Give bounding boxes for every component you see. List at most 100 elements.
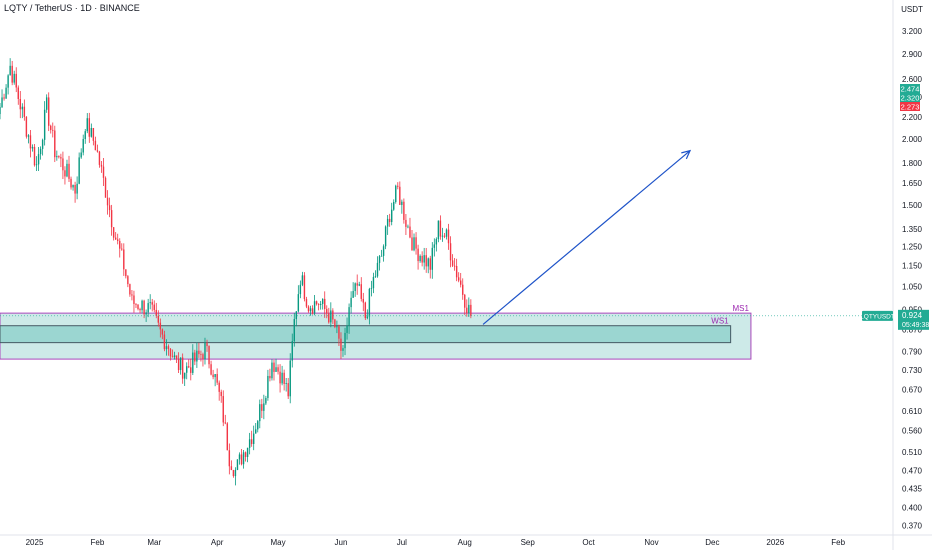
candle-body	[19, 98, 22, 110]
projection-arrow-line	[482, 150, 691, 325]
candle-body	[297, 294, 300, 312]
candle-body	[171, 356, 174, 358]
y-tick-label: 1.050	[902, 283, 923, 292]
candle-body	[17, 87, 19, 99]
candle-body	[445, 229, 448, 237]
candle-body	[470, 304, 472, 316]
candle-body	[468, 304, 470, 314]
candle-body	[188, 366, 190, 368]
candle-body	[301, 275, 304, 285]
candle-body	[31, 146, 34, 149]
candle-body	[86, 118, 88, 132]
candle-body	[370, 288, 373, 289]
candle-body	[285, 383, 287, 384]
candle-body	[192, 352, 194, 373]
candle-body	[263, 403, 265, 411]
candle-body	[149, 302, 151, 304]
candle-body	[13, 73, 15, 83]
candle-body	[372, 276, 375, 289]
candle-body	[11, 65, 13, 83]
last-price-countdown: 05:49:38	[902, 322, 929, 329]
candle-body	[161, 329, 164, 335]
candle-body	[277, 367, 279, 372]
candle-body	[374, 276, 377, 278]
candle-body	[125, 269, 127, 277]
candle-body	[271, 362, 273, 379]
candle-body	[382, 246, 385, 256]
candle-body	[459, 280, 462, 285]
candle-body	[133, 295, 135, 304]
price-badge-bg	[900, 102, 920, 111]
candle-body	[439, 220, 442, 237]
candle-body	[173, 355, 176, 358]
candle-body	[346, 325, 348, 333]
candle-body	[94, 140, 97, 151]
candle-body	[366, 316, 369, 319]
last-price-badge: 0.924 05:49:38	[898, 309, 929, 330]
candle-body	[295, 311, 298, 320]
candle-body	[139, 309, 141, 311]
candle-body	[358, 284, 360, 286]
candle-body	[388, 218, 391, 223]
candle-body	[88, 118, 91, 137]
candle-body	[368, 288, 371, 317]
candle-body	[317, 304, 320, 305]
candle-body	[196, 350, 198, 362]
candle-body	[293, 319, 295, 342]
candle-body	[236, 459, 239, 470]
x-tick-label: Dec	[705, 538, 719, 547]
last-price-value: 0.924	[902, 311, 923, 320]
candle-body	[131, 294, 133, 296]
candle-body	[39, 148, 42, 155]
candle-body	[411, 237, 413, 251]
candle-body	[68, 163, 70, 179]
candle-body	[102, 166, 105, 178]
symbol-tag: LQTYUSDT	[860, 310, 895, 321]
x-tick-label: Oct	[582, 538, 595, 547]
candle-body	[135, 303, 137, 305]
candle-body	[92, 127, 95, 141]
candle-body	[169, 348, 172, 357]
candle-body	[186, 366, 188, 373]
candle-body	[127, 276, 129, 285]
candle-body	[27, 135, 30, 137]
candle-body	[425, 255, 427, 267]
candle-body	[177, 358, 180, 371]
candle-body	[261, 404, 263, 411]
candle-body	[364, 302, 367, 319]
candle-body	[194, 352, 196, 362]
candle-body	[462, 284, 464, 295]
y-tick-label: 0.870	[902, 326, 923, 335]
y-tick-label: 0.510	[902, 448, 923, 457]
x-tick-label: Feb	[91, 538, 105, 547]
candle-body	[234, 469, 237, 477]
candle-body	[397, 185, 399, 187]
y-tick-label: 2.200	[902, 113, 923, 122]
candle-body	[415, 237, 417, 249]
candle-body	[443, 235, 446, 237]
candle-body	[106, 197, 109, 206]
candle-body	[299, 284, 302, 295]
candle-body	[267, 375, 269, 398]
candle-body	[378, 256, 381, 263]
candle-body	[340, 338, 342, 351]
candle-body	[90, 127, 93, 137]
x-tick-label: 2026	[766, 538, 784, 547]
candle-body	[252, 433, 255, 444]
candle-body	[5, 87, 7, 99]
candle-body	[326, 308, 328, 314]
x-tick-label: Sep	[521, 538, 536, 547]
candle-body	[455, 266, 458, 278]
page-title: LQTY / TetherUS · 1D · BINANCE	[4, 3, 140, 13]
candle-body	[403, 201, 405, 220]
candle-body	[183, 372, 186, 379]
candle-body	[350, 297, 352, 308]
candle-body	[121, 248, 123, 250]
candle-body	[273, 362, 275, 372]
candle-body	[279, 371, 281, 384]
candle-body	[25, 116, 28, 137]
price-badge-bg	[900, 93, 920, 102]
zone-ws1	[0, 325, 732, 344]
candle-body	[78, 157, 80, 184]
